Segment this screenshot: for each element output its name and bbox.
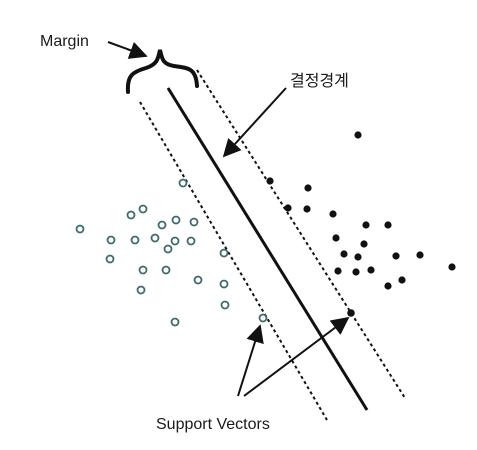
filled-point bbox=[334, 267, 342, 275]
open-point bbox=[186, 236, 196, 246]
open-point bbox=[75, 224, 85, 234]
filled-point bbox=[332, 234, 340, 242]
support-vector-arrow-left-icon bbox=[237, 324, 264, 397]
decision-boundary-line bbox=[166, 87, 369, 411]
open-point bbox=[219, 248, 229, 258]
margin-line-right bbox=[196, 69, 406, 399]
open-point bbox=[157, 220, 167, 230]
filled-point bbox=[352, 268, 360, 276]
filled-point bbox=[362, 221, 370, 229]
open-point bbox=[150, 233, 160, 243]
open-point bbox=[126, 210, 136, 220]
filled-point bbox=[266, 177, 274, 185]
margin-line-left bbox=[139, 101, 328, 421]
filled-point bbox=[360, 240, 368, 248]
open-point bbox=[193, 275, 203, 285]
filled-point bbox=[284, 204, 292, 212]
filled-point-support-vector bbox=[347, 309, 355, 317]
filled-point bbox=[367, 266, 375, 274]
filled-point bbox=[384, 221, 392, 229]
open-class-points bbox=[75, 178, 268, 327]
filled-class-points bbox=[266, 131, 456, 317]
filled-point bbox=[448, 263, 456, 271]
margin-label: Margin bbox=[40, 33, 89, 50]
open-point bbox=[138, 204, 148, 214]
open-point bbox=[171, 215, 181, 225]
support-vectors-label: Support Vectors bbox=[156, 416, 270, 433]
open-point bbox=[161, 265, 171, 275]
open-point bbox=[178, 178, 188, 188]
open-point bbox=[163, 244, 173, 254]
boundary-arrow-icon bbox=[222, 87, 287, 158]
margin-arrow-icon bbox=[107, 41, 148, 59]
open-point bbox=[105, 254, 115, 264]
filled-point bbox=[392, 252, 400, 260]
filled-point bbox=[303, 205, 311, 213]
open-point bbox=[130, 235, 140, 245]
filled-point bbox=[354, 131, 362, 139]
open-point-support-vector bbox=[258, 313, 268, 323]
open-point bbox=[220, 300, 230, 310]
open-point bbox=[138, 265, 148, 275]
filled-point bbox=[304, 184, 312, 192]
open-point bbox=[189, 217, 199, 227]
support-vector-arrow-right-icon bbox=[243, 316, 350, 397]
open-point bbox=[170, 236, 180, 246]
margin-bracket-icon bbox=[125, 49, 199, 94]
open-point bbox=[170, 317, 180, 327]
open-point bbox=[136, 285, 146, 295]
filled-point bbox=[416, 251, 424, 259]
open-point bbox=[106, 235, 116, 245]
filled-point bbox=[398, 276, 406, 284]
decision-boundary-label: 결정경계 bbox=[290, 71, 349, 90]
open-point bbox=[219, 279, 229, 289]
filled-point bbox=[354, 253, 362, 261]
filled-point bbox=[340, 250, 348, 258]
filled-point bbox=[384, 282, 392, 290]
filled-point bbox=[329, 210, 337, 218]
